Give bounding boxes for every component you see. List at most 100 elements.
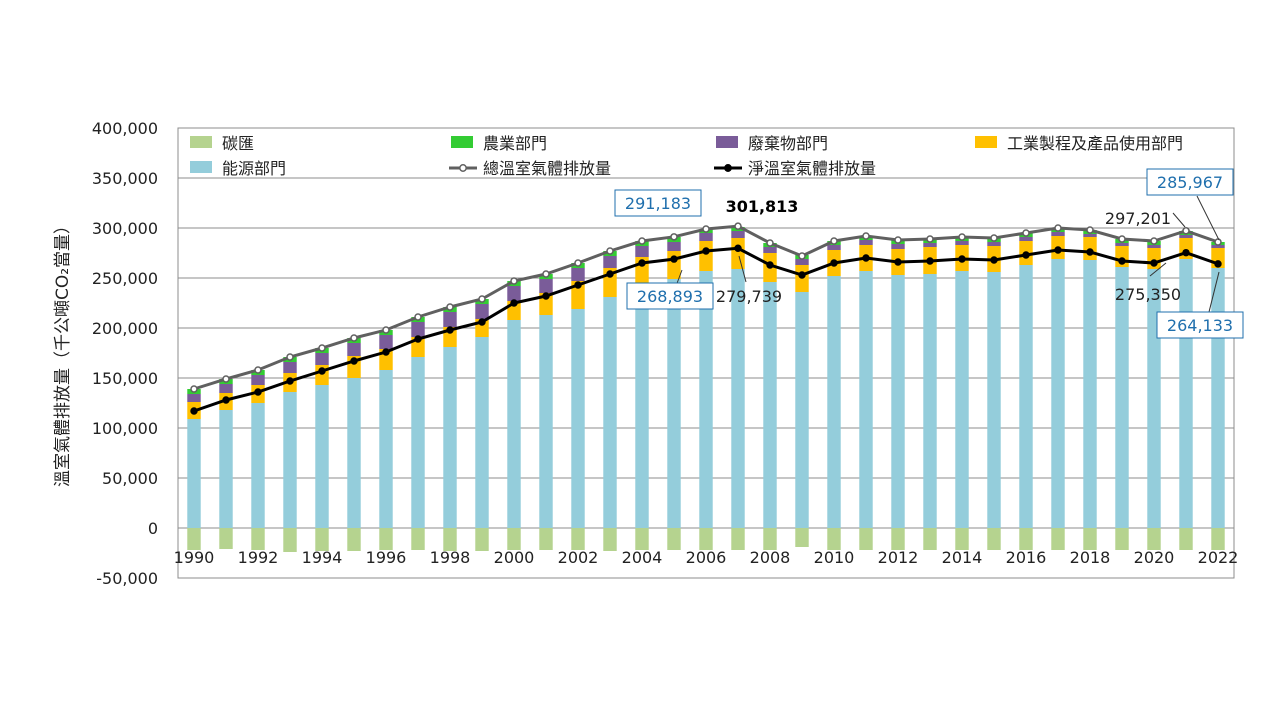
x-tick-label: 1990: [174, 548, 215, 567]
carbon-sink-bar: [219, 528, 233, 549]
bar-segment: [891, 275, 905, 528]
series-point: [1182, 227, 1190, 235]
series-point: [926, 257, 934, 265]
series-point: [606, 270, 614, 278]
bar-segment: [635, 285, 649, 528]
annotation-label: 297,201: [1105, 209, 1171, 228]
bar-segment: [379, 370, 393, 528]
bar-segment: [1147, 269, 1161, 528]
annotation-box: [1146, 168, 1234, 196]
bar-segment: [1147, 245, 1161, 248]
bar-segment: [667, 242, 681, 251]
bar-segment: [699, 241, 713, 271]
plot-frame: [177, 127, 1235, 579]
series-point: [190, 407, 198, 415]
carbon-sink-bar: [795, 528, 809, 547]
series-point: [830, 259, 838, 267]
bar-segment: [539, 293, 553, 315]
bar-segment: [571, 268, 585, 281]
series-point: [286, 353, 294, 361]
series-point: [382, 326, 390, 334]
series-point: [1054, 246, 1062, 254]
carbon-sink-bar: [539, 528, 553, 550]
series-point: [414, 313, 422, 321]
carbon-sink-bar: [763, 528, 777, 550]
carbon-sink-bar: [1051, 528, 1065, 550]
series-point: [926, 235, 934, 243]
series-point: [1214, 238, 1222, 246]
series-point: [990, 234, 998, 242]
annotation-box: [614, 189, 702, 217]
carbon-sink-bar: [667, 528, 681, 550]
bar-segment: [1083, 260, 1097, 528]
legend-label: 總溫室氣體排放量: [483, 159, 611, 178]
series-point: [670, 255, 678, 263]
series-point: [542, 292, 550, 300]
y-tick-label: 50,000: [102, 469, 158, 488]
legend-swatch: [190, 136, 212, 148]
y-axis-label: 溫室氣體排放量（千公噸CO₂當量）: [53, 217, 73, 487]
carbon-sink-bar: [507, 528, 521, 550]
carbon-sink-bar: [1115, 528, 1129, 550]
series-point: [510, 277, 518, 285]
carbon-sink-bar: [411, 528, 425, 550]
bar-segment: [1019, 265, 1033, 528]
annotation-box: [1156, 311, 1244, 339]
bar-segment: [1179, 235, 1193, 238]
series-point: [766, 239, 774, 247]
x-tick-label: 2010: [814, 548, 855, 567]
y-tick-label: 400,000: [92, 119, 158, 138]
bar-segment: [731, 231, 745, 238]
carbon-sink-bar: [955, 528, 969, 550]
series-point: [190, 385, 198, 393]
annotation-label: 301,813: [726, 197, 799, 216]
bar-segment: [667, 251, 681, 279]
series-point: [894, 258, 902, 266]
carbon-sink-bar: [443, 528, 457, 551]
series-point: [510, 299, 518, 307]
series-point: [670, 233, 678, 241]
series-point: [1150, 237, 1158, 245]
carbon-sink-bar: [347, 528, 361, 551]
x-tick-label: 2008: [750, 548, 791, 567]
series-point: [222, 396, 230, 404]
bar-segment: [699, 233, 713, 241]
legend-label: 工業製程及產品使用部門: [1007, 134, 1183, 153]
series-point: [798, 271, 806, 279]
carbon-sink-bar: [603, 528, 617, 551]
bar-segment: [1115, 243, 1129, 246]
legend-label: 廢棄物部門: [748, 134, 828, 153]
bar-segment: [731, 269, 745, 528]
series-point: [798, 252, 806, 260]
carbon-sink-bar: [1211, 528, 1225, 550]
series-point: [1118, 235, 1126, 243]
series-point: [1086, 248, 1094, 256]
carbon-sink-bar: [635, 528, 649, 550]
legend-label: 碳匯: [222, 134, 254, 153]
carbon-sink-bar: [315, 528, 329, 551]
bar-segment: [667, 279, 681, 528]
series-point: [894, 236, 902, 244]
bar-segment: [635, 246, 649, 257]
bar-segment: [987, 242, 1001, 246]
carbon-sink-bar: [699, 528, 713, 550]
annotation-label: 291,183: [625, 194, 691, 213]
bar-segment: [187, 394, 201, 402]
bar-segment: [283, 362, 297, 373]
series-point: [1054, 224, 1062, 232]
bar-segment: [731, 238, 745, 269]
bar-segment: [219, 384, 233, 393]
legend-label: 能源部門: [222, 159, 286, 178]
x-tick-label: 2000: [494, 548, 535, 567]
x-tick-label: 1998: [430, 548, 471, 567]
annotation-label: 275,350: [1115, 285, 1181, 304]
carbon-sink-bar: [859, 528, 873, 550]
series-point: [446, 303, 454, 311]
bar-segment: [923, 274, 937, 528]
bar-segment: [219, 410, 233, 528]
series-point: [222, 375, 230, 383]
series-point: [446, 326, 454, 334]
x-tick-label: 2014: [942, 548, 983, 567]
